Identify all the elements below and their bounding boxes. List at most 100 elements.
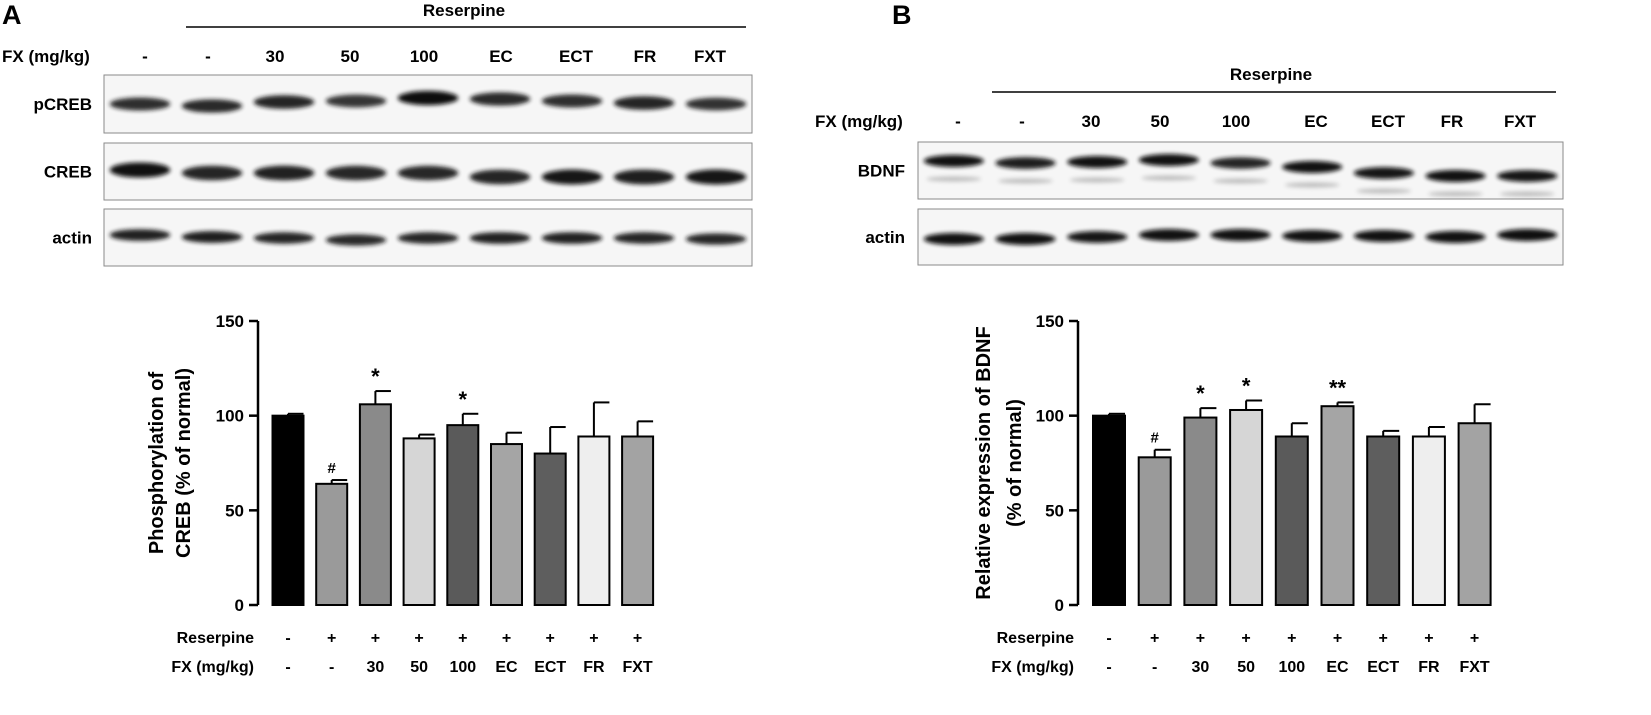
- lane-label: EC: [1304, 112, 1328, 131]
- fx-row-cell: 100: [1278, 659, 1305, 676]
- reserpine-row-cell: +: [327, 630, 336, 647]
- blot-band: [1210, 229, 1271, 241]
- reserpine-row-cell: +: [633, 630, 642, 647]
- fx-row-cell: -: [1106, 659, 1111, 676]
- blot-minor-band: [1356, 188, 1412, 194]
- reserpine-row-cell: +: [1150, 630, 1159, 647]
- panel-b-reserpine-header: Reserpine: [1230, 65, 1312, 84]
- blot-minor-band: [1141, 175, 1197, 181]
- reserpine-row-cell: -: [1106, 630, 1111, 647]
- significance-marker: *: [1242, 374, 1251, 399]
- blot-band: [109, 229, 171, 241]
- blot-band: [995, 233, 1056, 245]
- blot-band: [1138, 229, 1199, 241]
- blot-label-actin: actin: [865, 228, 905, 247]
- lane-label: 50: [341, 47, 360, 66]
- blot-label-creb: CREB: [44, 163, 92, 182]
- blot-band: [109, 162, 171, 178]
- fx-row-cell: ECT: [1367, 659, 1399, 676]
- panel-a-lane-labels: - - 30 50 100 EC ECT FR FXT: [142, 47, 727, 66]
- lane-label: FXT: [1504, 112, 1537, 131]
- panel-a-letter: A: [2, 0, 22, 30]
- significance-marker: #: [328, 460, 337, 477]
- blot-minor-band: [1284, 182, 1340, 188]
- blot-band: [469, 92, 531, 106]
- y-tick-label: 150: [1036, 312, 1064, 331]
- lane-label: 30: [266, 47, 285, 66]
- bar: [358, 403, 392, 606]
- blot-minor-band: [1213, 178, 1268, 184]
- row-label-fx: FX (mg/kg): [171, 659, 254, 676]
- blot-minor-band: [926, 176, 982, 182]
- bar: [1092, 414, 1126, 606]
- panel-b-dose-label: FX (mg/kg): [815, 112, 903, 131]
- blot-band: [1067, 156, 1128, 168]
- blot-band: [181, 99, 243, 113]
- lane-label: -: [955, 112, 961, 131]
- panel-a-dose-label: FX (mg/kg): [2, 47, 90, 66]
- blot-band: [397, 232, 459, 244]
- blot-band: [923, 233, 984, 245]
- blot-label-bdnf: BDNF: [858, 162, 905, 181]
- blot-band: [685, 233, 747, 245]
- fx-row-cell: 100: [449, 659, 476, 676]
- blot-band: [181, 165, 243, 181]
- blot-band: [1210, 157, 1271, 169]
- fx-row-cell: ECT: [534, 659, 566, 676]
- lane-label: 100: [1222, 112, 1250, 131]
- y-tick-label: 100: [1036, 407, 1064, 426]
- significance-marker: *: [459, 387, 468, 412]
- blot-label-pcreb: pCREB: [33, 95, 92, 114]
- fx-row-cell: FXT: [622, 659, 652, 676]
- y-tick-label: 50: [1045, 501, 1064, 520]
- fx-row-cell: -: [329, 659, 334, 676]
- bar: [490, 443, 523, 607]
- blot-band: [1425, 170, 1486, 182]
- panel-b-blot-strips: BDNF actin: [858, 141, 1564, 266]
- blot-band: [469, 232, 531, 244]
- reserpine-row-cell: +: [371, 630, 380, 647]
- blot-band: [1425, 231, 1486, 243]
- blot-band: [1067, 231, 1128, 243]
- panel-a-bar-chart: 0 50 100 150 Phosphorylation of CREB (% of no…: [146, 312, 655, 676]
- reserpine-row-cell: +: [458, 630, 467, 647]
- y-tick-label: 150: [216, 312, 244, 331]
- blot-band: [613, 96, 675, 110]
- blot-band: [1282, 161, 1343, 173]
- blot-band: [325, 94, 387, 108]
- blot-band: [541, 232, 603, 244]
- blot-label-actin: actin: [52, 229, 92, 248]
- blot-band: [613, 232, 675, 244]
- row-label-fx: FX (mg/kg): [991, 659, 1074, 676]
- panel-b-letter: B: [892, 0, 912, 30]
- bar: [1366, 435, 1401, 607]
- fx-row-cell: FXT: [1459, 659, 1489, 676]
- panel-b-bar-chart: 0 50 100 150 Relative expression of BDNF (% o…: [973, 312, 1492, 676]
- blot-band: [469, 169, 531, 185]
- lane-label: FR: [1441, 112, 1464, 131]
- blot-band: [685, 169, 747, 185]
- y-tick-label: 0: [1055, 596, 1064, 615]
- y-axis-label: (% of normal): [1004, 399, 1026, 527]
- bar: [1457, 422, 1492, 606]
- fx-row-cell: EC: [495, 659, 518, 676]
- fx-row-cell: FR: [583, 659, 605, 676]
- bar: [1274, 435, 1309, 607]
- y-tick-label: 0: [235, 596, 244, 615]
- row-label-reserpine: Reserpine: [177, 630, 254, 647]
- blot-band: [325, 234, 387, 246]
- blot-band: [1353, 167, 1414, 179]
- fx-row-cell: -: [1152, 659, 1157, 676]
- reserpine-row-cell: +: [589, 630, 598, 647]
- bar: [1229, 408, 1264, 606]
- y-axis-label: CREB (% of normal): [173, 368, 195, 558]
- blot-minor-band: [1069, 177, 1125, 183]
- y-tick-label: 100: [216, 407, 244, 426]
- fx-row-cell: EC: [1326, 659, 1349, 676]
- bar: [1137, 456, 1172, 606]
- lane-label: -: [142, 47, 148, 66]
- y-tick-label: 50: [225, 501, 244, 520]
- reserpine-row-cell: +: [1470, 630, 1479, 647]
- row-label-reserpine: Reserpine: [997, 630, 1074, 647]
- bar: [1183, 416, 1218, 606]
